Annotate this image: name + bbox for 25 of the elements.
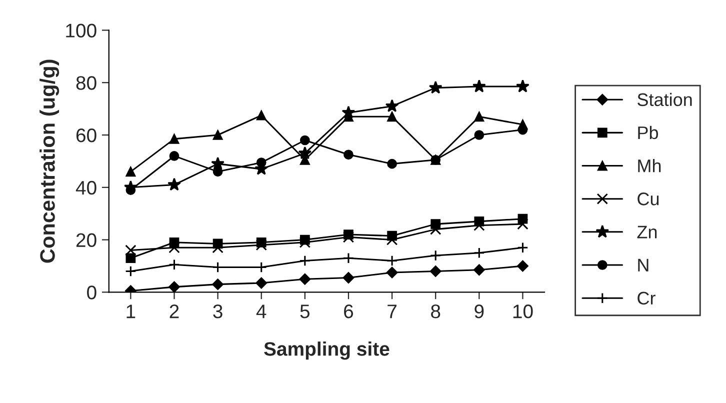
x-tick-label: 2 — [170, 304, 179, 318]
y-axis-title: Concentration (ug/g) — [40, 60, 60, 263]
x-tick-label: 3 — [213, 304, 222, 318]
legend-label: Cr — [638, 292, 656, 305]
x-tick-label: 9 — [474, 304, 484, 318]
x-tick-label: 7 — [388, 304, 396, 318]
x-tick-label: 10 — [513, 304, 533, 318]
legend-label: Cu — [638, 192, 659, 206]
y-tick-label: 60 — [76, 128, 96, 142]
y-tick-label: 100 — [66, 24, 96, 38]
y-tick-label: 20 — [76, 233, 96, 248]
legend-label: N — [638, 258, 648, 272]
legend-label: Station — [638, 92, 692, 106]
y-tick-label: 40 — [76, 180, 96, 195]
y-tick-label: 80 — [76, 76, 96, 90]
y-tick-label: 0 — [87, 286, 96, 300]
legend-label: Zn — [637, 226, 657, 238]
legend-label: Pb — [638, 126, 658, 140]
x-axis-title: Sampling site — [264, 342, 390, 360]
x-tick-label: 1 — [126, 304, 136, 318]
x-tick-label: 6 — [344, 304, 354, 318]
x-tick-label: 4 — [256, 304, 266, 318]
x-tick-label: 8 — [431, 304, 440, 318]
legend-label: Mh — [638, 158, 661, 172]
x-tick-label: 5 — [300, 304, 310, 318]
